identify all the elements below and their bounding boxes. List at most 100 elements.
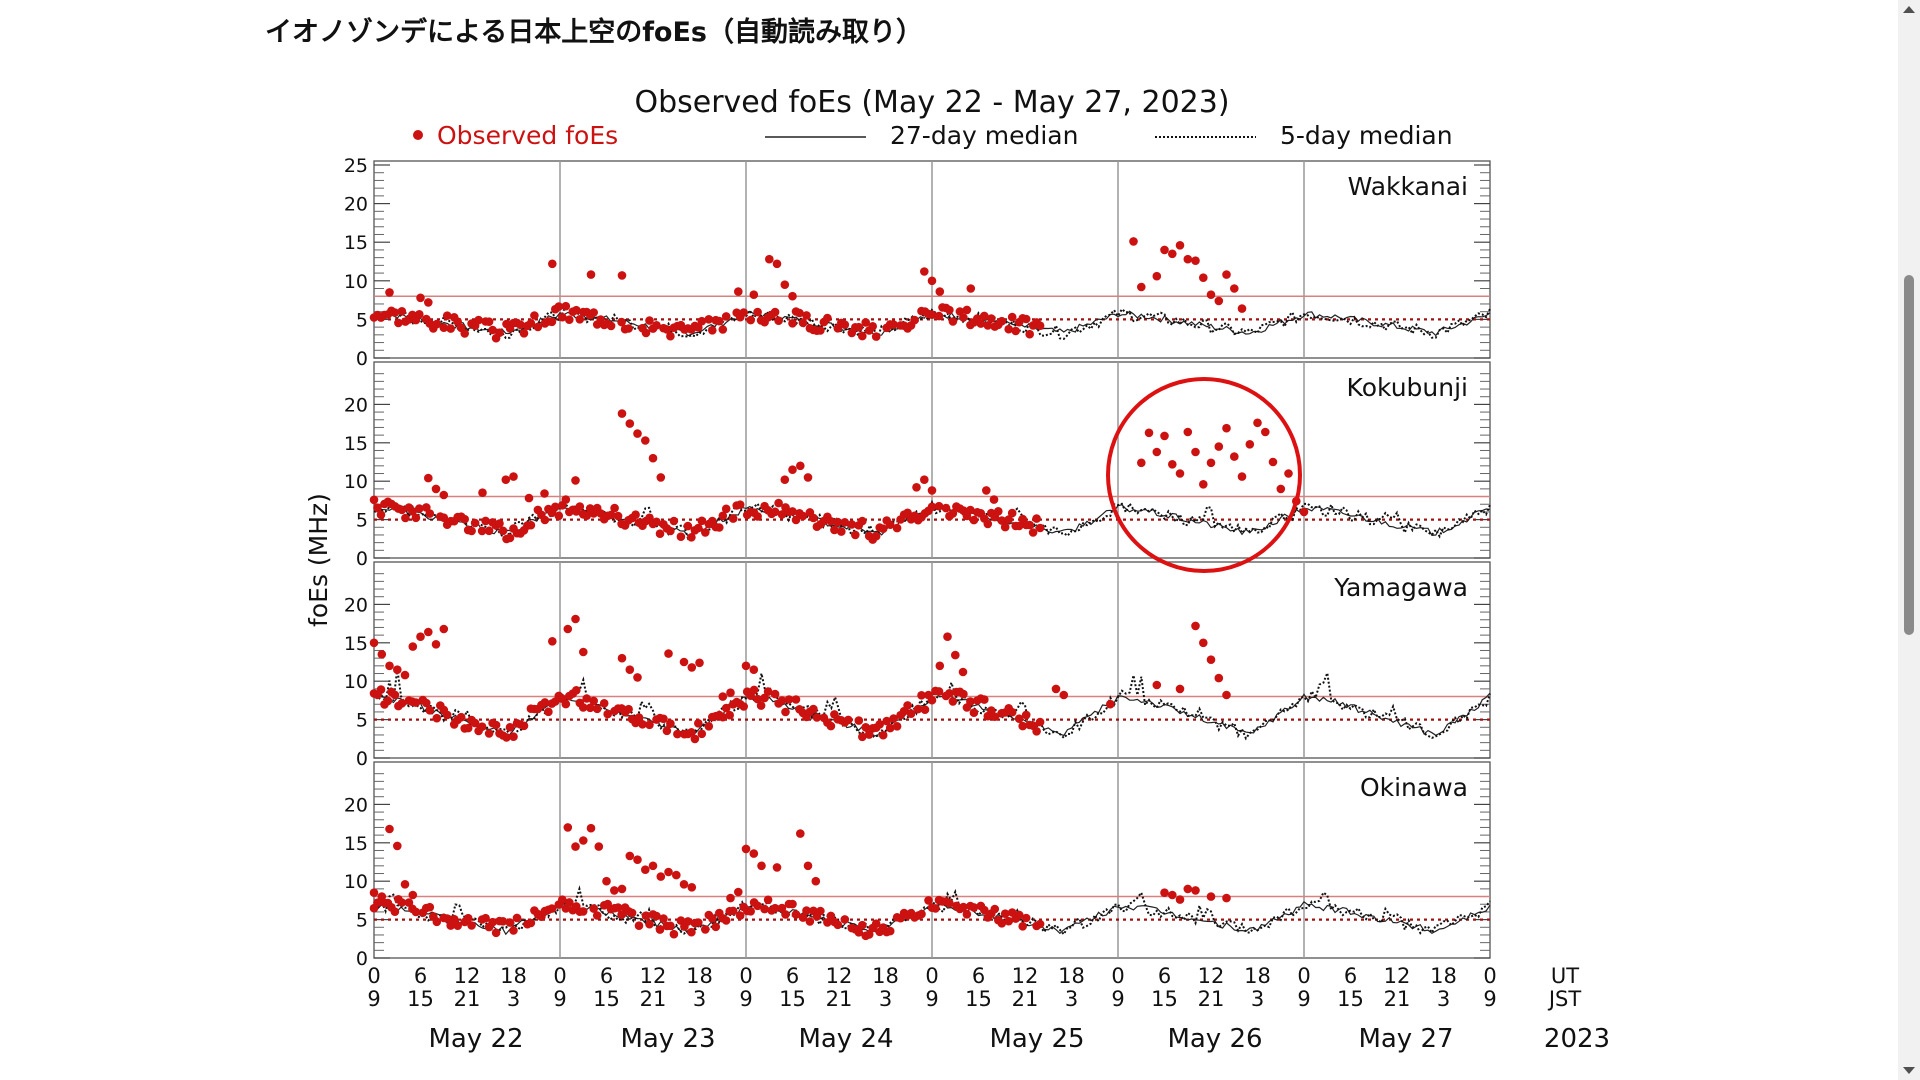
observed-point xyxy=(645,720,654,730)
observed-point xyxy=(524,493,534,503)
observed-point xyxy=(1237,304,1247,313)
observed-point xyxy=(774,498,783,508)
observed-point xyxy=(920,267,929,276)
observed-point xyxy=(948,697,958,706)
observed-point xyxy=(442,710,452,720)
observed-point xyxy=(530,311,539,320)
observed-point xyxy=(917,691,926,700)
observed-point xyxy=(871,919,881,928)
observed-point xyxy=(470,518,480,528)
observed-point xyxy=(721,916,731,925)
observed-point xyxy=(484,729,494,738)
observed-point xyxy=(1004,324,1013,334)
observed-point xyxy=(728,906,738,916)
observed-point xyxy=(791,515,801,525)
observed-point xyxy=(1183,254,1193,264)
observed-point xyxy=(481,516,490,526)
observed-point xyxy=(858,920,867,930)
observed-point xyxy=(592,911,602,920)
observed-point xyxy=(585,703,595,713)
observed-point xyxy=(958,667,968,677)
observed-point xyxy=(439,513,449,522)
panel-kokubunji: 0 5 10 15 20 Kokubunji xyxy=(344,361,1491,570)
observed-point xyxy=(602,876,611,886)
observed-point xyxy=(498,917,508,926)
y-tick-label: 10 xyxy=(344,671,368,693)
observed-point xyxy=(526,520,536,530)
observed-point xyxy=(572,686,581,695)
x-tick-jst: 15 xyxy=(593,987,620,1011)
legend-27day-label: 27-day median xyxy=(890,121,1078,150)
observed-point xyxy=(912,483,921,492)
observed-point xyxy=(735,500,745,510)
observed-point xyxy=(548,259,557,269)
observed-point xyxy=(935,287,945,296)
observed-point xyxy=(1011,326,1020,336)
x-tick-ut: 12 xyxy=(1384,964,1411,988)
observed-point xyxy=(1237,472,1247,481)
observed-point xyxy=(505,723,515,732)
day-label: May 22 xyxy=(428,1024,523,1054)
observed-point xyxy=(854,322,864,332)
observed-point xyxy=(927,502,937,512)
observed-point xyxy=(788,291,797,301)
observed-point xyxy=(990,904,1000,914)
observed-point xyxy=(579,647,588,657)
observed-point xyxy=(969,708,979,717)
observed-point xyxy=(415,504,424,513)
observed-point xyxy=(690,734,700,744)
observed-point xyxy=(617,409,627,418)
observed-point xyxy=(704,315,714,324)
observed-point xyxy=(460,514,470,524)
observed-point xyxy=(889,714,898,723)
station-label: Wakkanai xyxy=(1348,172,1468,201)
observed-point xyxy=(554,511,564,521)
observed-point xyxy=(599,699,609,708)
y-tick-label: 0 xyxy=(356,748,368,770)
observed-point xyxy=(780,475,790,485)
x-tick-ut: 12 xyxy=(1198,964,1225,988)
vertical-scrollbar[interactable] xyxy=(1898,0,1920,1080)
observed-point xyxy=(474,315,483,325)
scrollbar-thumb[interactable] xyxy=(1904,275,1914,635)
observed-point xyxy=(424,298,433,307)
observed-point xyxy=(749,849,759,858)
observed-point xyxy=(575,315,585,324)
scroll-up-icon[interactable] xyxy=(1903,6,1915,13)
observed-point xyxy=(809,704,818,714)
observed-point xyxy=(446,921,456,930)
observed-point xyxy=(645,919,654,929)
observed-point xyxy=(666,526,675,536)
observed-point xyxy=(726,688,735,697)
observed-point xyxy=(1206,458,1216,468)
observed-point xyxy=(931,904,940,913)
x-tick-jst: 21 xyxy=(1198,987,1225,1011)
observed-point xyxy=(603,709,612,719)
observed-point xyxy=(1199,480,1208,489)
observed-point xyxy=(746,315,755,325)
observed-point xyxy=(701,925,710,934)
scroll-down-icon[interactable] xyxy=(1903,1067,1915,1074)
x-tick-ut: 6 xyxy=(1158,964,1171,988)
observed-point xyxy=(1191,256,1200,266)
panel-wakkanai: 0 5 10 15 20 25 Wakkanai xyxy=(344,155,1491,370)
observed-point xyxy=(854,928,864,937)
observed-point xyxy=(997,316,1007,326)
observed-point xyxy=(411,698,421,707)
observed-point xyxy=(516,320,525,330)
observed-point xyxy=(446,324,456,333)
observed-point xyxy=(1253,418,1262,428)
observed-point xyxy=(969,903,979,912)
x-axis-label-ut: UT xyxy=(1551,964,1579,988)
observed-point xyxy=(540,515,550,525)
x-axis-label-jst: JST xyxy=(1547,987,1582,1011)
observed-point xyxy=(1035,321,1045,331)
observed-point xyxy=(1230,452,1239,461)
observed-point xyxy=(704,722,714,731)
observed-point xyxy=(871,332,881,341)
observed-point xyxy=(990,712,1000,721)
observed-point xyxy=(924,896,933,905)
observed-point xyxy=(1222,423,1231,433)
y-tick-label: 0 xyxy=(356,948,368,970)
observed-point xyxy=(868,322,877,331)
